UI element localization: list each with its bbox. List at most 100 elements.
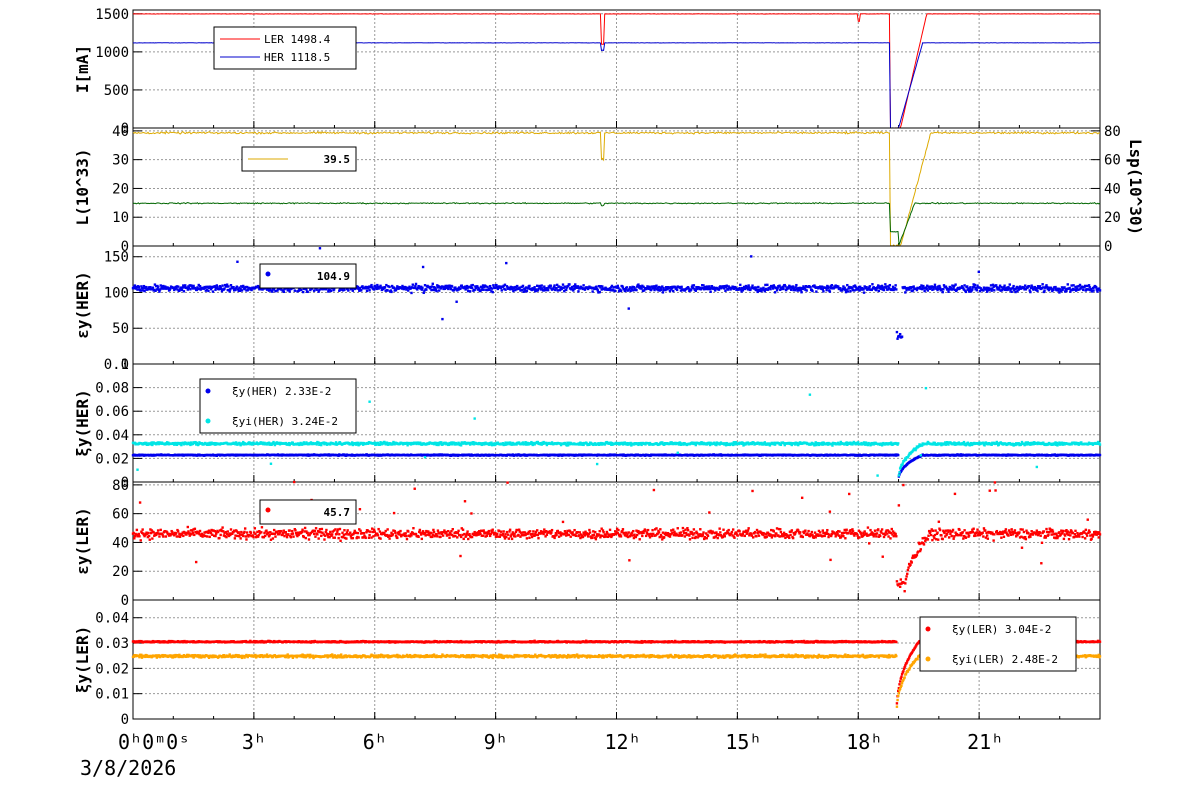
data-point <box>438 289 441 292</box>
data-point <box>766 288 770 291</box>
data-point <box>962 288 966 291</box>
data-point <box>737 442 741 446</box>
data-point <box>136 468 139 471</box>
data-point <box>837 441 840 445</box>
data-point <box>483 285 486 289</box>
data-point <box>173 443 176 446</box>
data-point <box>610 441 614 445</box>
data-point <box>343 288 346 291</box>
data-point <box>826 441 829 445</box>
data-point <box>261 441 264 444</box>
data-point <box>632 289 635 292</box>
data-point <box>499 285 502 288</box>
data-point <box>323 287 327 291</box>
data-point <box>446 284 449 288</box>
data-point <box>719 285 722 288</box>
data-point <box>1028 441 1031 445</box>
data-point <box>998 284 1002 287</box>
data-point <box>891 285 895 289</box>
data-point <box>232 286 235 289</box>
data-point <box>226 530 229 533</box>
data-point <box>926 284 929 287</box>
data-point <box>193 527 197 531</box>
data-point <box>528 284 531 288</box>
data-point <box>980 288 984 292</box>
data-point <box>255 535 258 538</box>
data-point <box>1024 441 1028 444</box>
data-point <box>879 287 883 290</box>
data-point <box>212 529 215 532</box>
data-point <box>354 443 358 446</box>
data-point <box>437 284 440 288</box>
data-point <box>1051 289 1054 293</box>
data-point <box>826 443 830 446</box>
data-point <box>135 287 138 290</box>
data-point <box>1087 442 1090 446</box>
data-point <box>722 287 726 290</box>
y-axis-label: I[mA] <box>73 45 92 93</box>
data-point <box>964 290 968 294</box>
data-point <box>535 289 538 292</box>
data-point <box>204 286 207 289</box>
data-point <box>915 288 919 292</box>
data-point <box>991 283 995 287</box>
data-point <box>357 287 360 290</box>
data-point <box>746 288 750 291</box>
data-point <box>1030 284 1033 287</box>
data-point <box>925 287 928 291</box>
data-point <box>186 525 189 529</box>
data-point <box>165 441 169 444</box>
data-point <box>989 284 993 287</box>
data-point <box>175 443 179 447</box>
data-point <box>1054 443 1058 446</box>
data-point <box>704 287 708 291</box>
legend-label: LER 1498.4 <box>264 33 331 46</box>
data-point <box>621 441 624 445</box>
data-point <box>742 287 745 290</box>
data-point <box>759 289 762 293</box>
y2-axis-label: Lsp(10^30) <box>1126 139 1145 235</box>
data-point <box>880 442 883 445</box>
data-point <box>252 531 256 534</box>
data-point <box>702 441 705 445</box>
data-point <box>236 260 239 263</box>
data-point <box>862 441 866 444</box>
data-point <box>156 441 160 444</box>
data-point <box>187 530 190 533</box>
data-point <box>1096 440 1100 444</box>
data-point <box>182 441 185 445</box>
data-point <box>670 286 674 290</box>
data-point <box>1066 283 1069 286</box>
data-point <box>846 443 849 447</box>
data-point <box>1092 286 1096 289</box>
data-point <box>790 443 794 447</box>
data-point <box>140 530 143 533</box>
data-point <box>936 443 939 446</box>
data-point <box>715 443 718 447</box>
data-point <box>1087 284 1091 287</box>
data-point <box>1052 288 1055 291</box>
data-point <box>933 441 937 445</box>
data-point <box>967 290 971 293</box>
data-point <box>1025 442 1029 446</box>
data-point <box>693 441 697 445</box>
data-point <box>987 286 990 290</box>
data-point <box>779 288 782 291</box>
data-point <box>312 289 316 292</box>
data-point <box>1082 288 1085 292</box>
data-point <box>470 286 474 290</box>
data-point <box>1054 441 1057 444</box>
data-point <box>160 285 164 288</box>
data-point <box>699 286 702 290</box>
data-point <box>594 442 597 445</box>
data-point <box>656 286 659 290</box>
data-point <box>132 531 135 535</box>
data-point <box>912 285 915 288</box>
data-point <box>161 287 164 290</box>
data-point <box>156 286 160 289</box>
data-point <box>683 289 687 292</box>
data-point <box>852 440 855 444</box>
data-point <box>1074 442 1077 446</box>
data-point <box>724 285 728 289</box>
data-point <box>350 441 354 444</box>
